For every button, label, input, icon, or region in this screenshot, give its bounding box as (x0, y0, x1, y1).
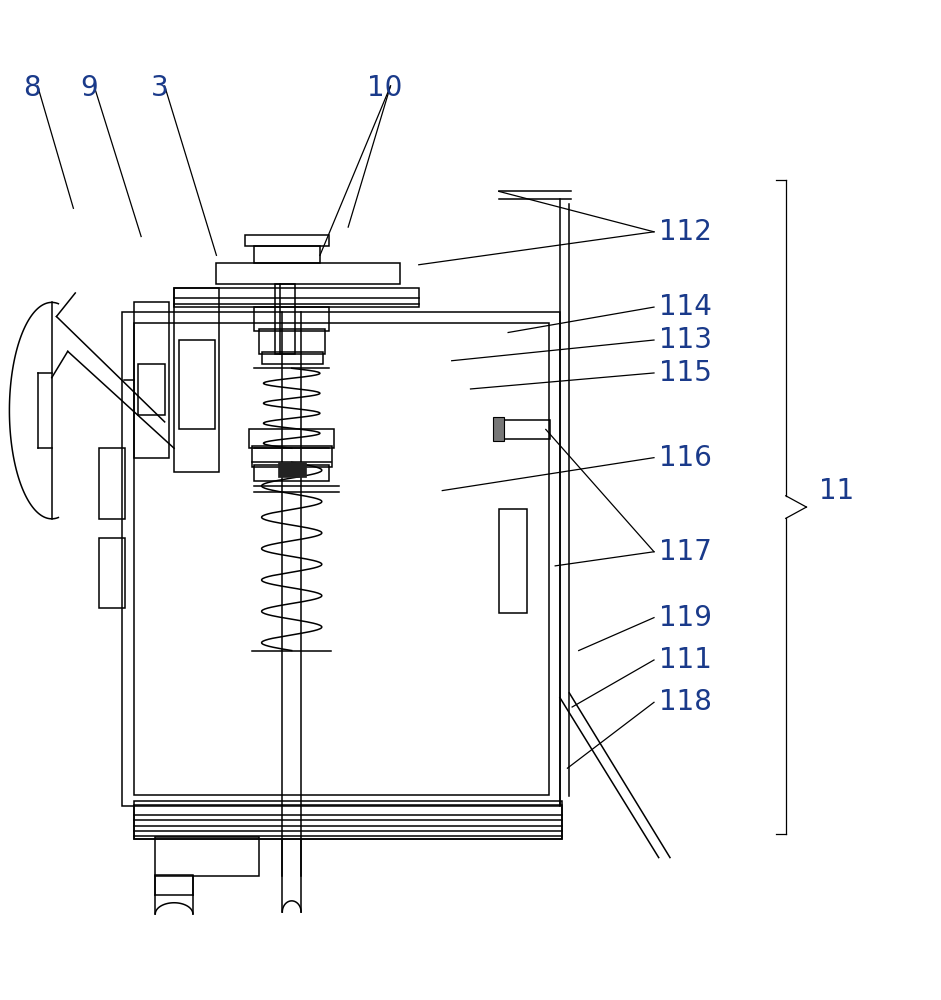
Text: 117: 117 (659, 538, 711, 566)
Bar (245, 235, 329, 246)
Bar (249, 429, 334, 448)
Bar (134, 805, 562, 839)
Bar (155, 837, 259, 876)
Text: 119: 119 (659, 604, 711, 632)
Text: 114: 114 (659, 293, 711, 321)
Bar (499, 509, 527, 613)
Bar (155, 875, 193, 895)
Bar (174, 288, 419, 307)
Text: 116: 116 (659, 444, 711, 472)
Text: 113: 113 (659, 326, 711, 354)
Bar (122, 312, 560, 806)
Bar (262, 352, 323, 364)
Bar (99, 448, 125, 519)
Text: 8: 8 (24, 74, 41, 102)
Bar (254, 307, 329, 331)
Bar (254, 246, 320, 263)
Text: 3: 3 (151, 74, 168, 102)
Bar (278, 462, 306, 477)
Text: 112: 112 (659, 218, 711, 246)
Bar (134, 323, 549, 795)
Bar (174, 288, 219, 472)
Text: 115: 115 (659, 359, 711, 387)
Text: 10: 10 (367, 74, 403, 102)
Bar (499, 420, 550, 439)
Bar (252, 446, 332, 467)
Bar (254, 465, 329, 481)
Bar (493, 417, 504, 441)
Text: 111: 111 (659, 646, 711, 674)
Bar (216, 263, 400, 284)
Bar (259, 329, 325, 354)
Text: 9: 9 (80, 74, 98, 102)
Bar (134, 302, 169, 458)
Bar (179, 340, 215, 429)
Text: 118: 118 (659, 688, 711, 716)
Bar (138, 364, 165, 415)
Bar (99, 538, 125, 608)
Bar (134, 801, 562, 839)
Text: 11: 11 (819, 477, 853, 505)
Bar (275, 284, 295, 354)
